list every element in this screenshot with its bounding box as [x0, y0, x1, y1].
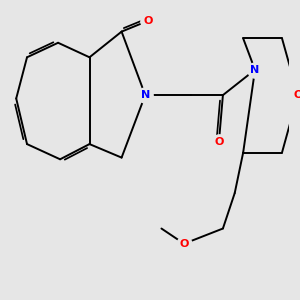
Text: O: O	[179, 239, 189, 249]
Text: O: O	[143, 16, 153, 26]
Text: N: N	[250, 65, 260, 75]
Text: O: O	[293, 90, 300, 100]
Text: N: N	[141, 90, 150, 100]
Text: O: O	[214, 137, 224, 147]
